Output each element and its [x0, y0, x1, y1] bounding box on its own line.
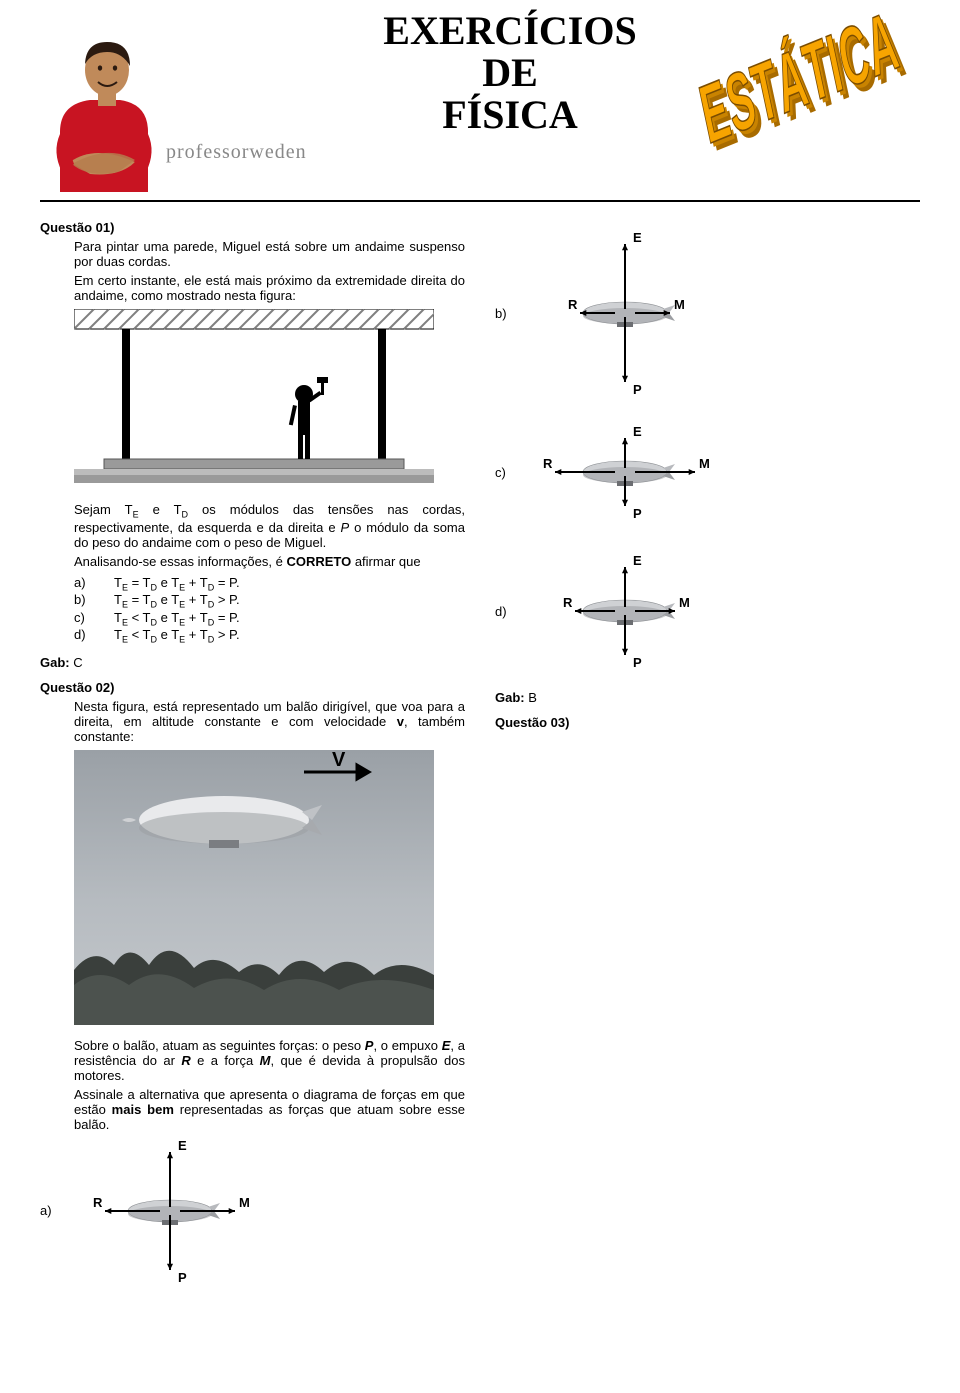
wordart-text: ESTÁTICA [693, 10, 906, 161]
svg-text:P: P [178, 1270, 187, 1285]
teacher-logo: professorweden [40, 22, 340, 192]
q2-p1: Nesta figura, está representado um balão… [40, 699, 465, 744]
q1-opt-d: TE < TD e TE + TD > P. [114, 627, 240, 645]
diagram-d-letter: d) [495, 604, 513, 619]
svg-text:M: M [674, 297, 685, 312]
svg-text:E: E [633, 230, 642, 245]
diagram-d: d) E P R M [495, 546, 920, 676]
q1-p3: Sejam TE e TD os módulos das tensões nas… [40, 502, 465, 550]
svg-text:P: P [633, 382, 642, 397]
page-title: EXERCÍCIOS DE FÍSICA [340, 10, 680, 136]
q1-opt-c: TE < TD e TE + TD = P. [114, 610, 240, 628]
svg-text:R: R [93, 1195, 103, 1210]
q3-label: Questão 03) [495, 715, 569, 730]
q1-p1: Para pintar uma parede, Miguel está sobr… [40, 239, 465, 269]
q1-gab: Gab: C [40, 655, 465, 670]
q2-figure-photo: V [74, 750, 465, 1028]
q1-figure-scaffold [74, 309, 465, 492]
title-line-3: FÍSICA [340, 94, 680, 136]
svg-text:E: E [633, 553, 642, 568]
brand-label: professorweden [166, 141, 307, 164]
q2-p2: Sobre o balão, atuam as seguintes forças… [40, 1038, 465, 1083]
q1-opt-b: TE = TD e TE + TD > P. [114, 592, 240, 610]
q1-p4: Analisando-se essas informações, é CORRE… [40, 554, 465, 569]
diagram-b-letter: b) [495, 306, 513, 321]
diagram-b: b) E P R M [495, 228, 920, 398]
svg-text:R: R [568, 297, 578, 312]
wordart: ESTÁTICA ESTÁTICA ESTÁTICA [680, 10, 920, 180]
svg-text:E: E [178, 1138, 187, 1153]
svg-text:P: P [633, 506, 642, 521]
q1-p2: Em certo instante, ele está mais próximo… [40, 273, 465, 303]
svg-text:M: M [239, 1195, 250, 1210]
diagram-c-letter: c) [495, 465, 513, 480]
svg-text:P: P [633, 655, 642, 670]
diagram-a: a) E P R M [40, 1136, 465, 1286]
svg-text:M: M [699, 456, 710, 471]
q2-gab: Gab: B [495, 690, 920, 705]
svg-text:R: R [543, 456, 553, 471]
q1-label: Questão 01) [40, 220, 114, 235]
q2-p3: Assinale a alternativa que apresenta o d… [40, 1087, 465, 1132]
svg-text:M: M [679, 595, 690, 610]
q2-label: Questão 02) [40, 680, 114, 695]
diagram-c: c) E P R M [495, 412, 920, 532]
diagram-a-letter: a) [40, 1203, 58, 1218]
photo-v-label: V [332, 750, 346, 771]
title-line-1: EXERCÍCIOS [340, 10, 680, 52]
svg-text:E: E [633, 424, 642, 439]
q1-opt-a: TE = TD e TE + TD = P. [114, 575, 240, 593]
title-line-2: DE [340, 52, 680, 94]
q1-options: a)TE = TD e TE + TD = P. b)TE = TD e TE … [40, 575, 465, 645]
svg-text:R: R [563, 595, 573, 610]
